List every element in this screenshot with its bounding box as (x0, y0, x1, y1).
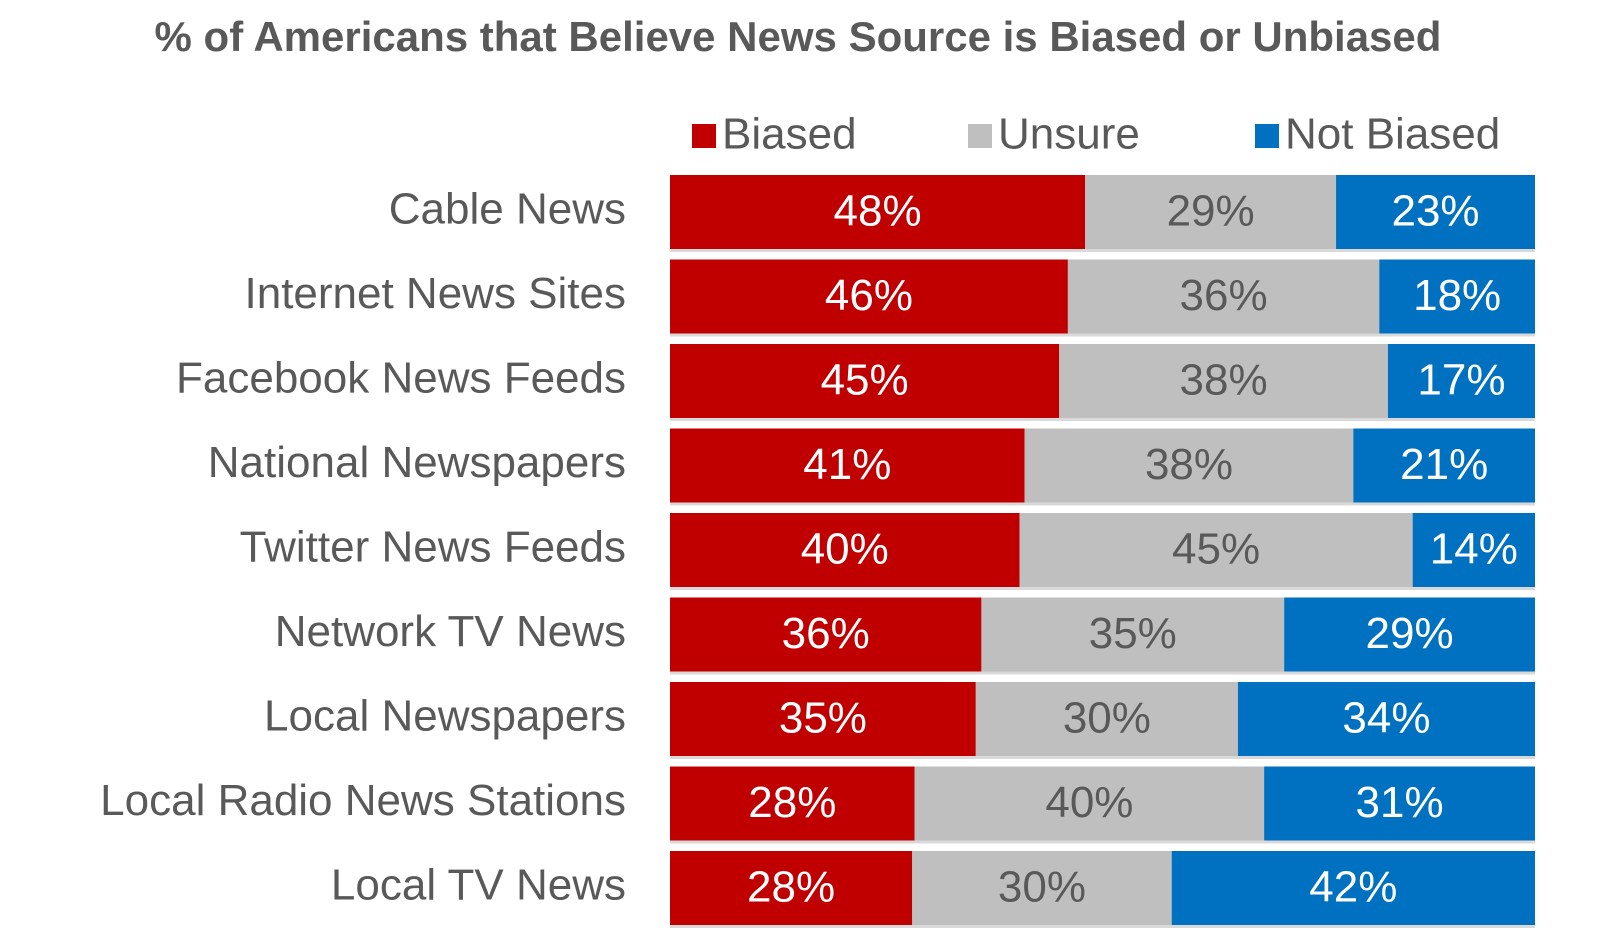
y-tick-label: National Newspapers (208, 438, 626, 487)
bar-segment (670, 597, 982, 672)
bar-segment (670, 682, 976, 756)
bar-segment (1264, 766, 1535, 841)
legend-label: Unsure (998, 110, 1140, 159)
bar-segment (975, 682, 1238, 756)
legend-label: Biased (722, 110, 857, 159)
data-label: 30% (998, 863, 1086, 912)
data-label: 14% (1430, 525, 1518, 574)
data-label: 36% (782, 609, 870, 658)
y-tick-label: Local TV News (331, 861, 626, 910)
data-label: 45% (821, 356, 909, 405)
bar-segment (1336, 175, 1535, 249)
data-label: 17% (1417, 356, 1505, 405)
data-label: 38% (1145, 440, 1233, 489)
bar-segment (1067, 259, 1380, 334)
bar-segment (670, 513, 1020, 587)
data-label: 45% (1172, 525, 1260, 574)
data-label: 30% (1063, 694, 1151, 743)
data-label: 46% (825, 271, 913, 320)
data-label: 29% (1366, 609, 1454, 658)
legend-label: Not Biased (1285, 110, 1500, 159)
bar-segment (1284, 597, 1535, 672)
bar-segment (670, 259, 1068, 334)
bar-segment (670, 344, 1060, 418)
bar-segment (1019, 513, 1413, 587)
data-label: 21% (1400, 440, 1488, 489)
data-label: 35% (779, 694, 867, 743)
y-tick-label: Cable News (389, 185, 626, 234)
data-label: 35% (1089, 609, 1177, 658)
bar-segment (1412, 513, 1535, 587)
bar-segment (1171, 851, 1535, 925)
y-tick-label: Local Newspapers (264, 692, 626, 741)
bar-segment (1024, 428, 1354, 503)
bar-segment (1387, 344, 1535, 418)
data-label: 42% (1309, 863, 1397, 912)
data-label: 38% (1180, 356, 1268, 405)
chart-title: % of Americans that Believe News Source … (155, 13, 1442, 60)
y-tick-label: Local Radio News Stations (100, 776, 626, 825)
legend-swatch (968, 124, 992, 148)
data-label: 28% (748, 778, 836, 827)
data-label: 36% (1180, 271, 1268, 320)
data-label: 41% (803, 440, 891, 489)
y-tick-label: Twitter News Feeds (240, 523, 626, 572)
legend-swatch (692, 124, 716, 148)
y-tick-label: Network TV News (275, 607, 626, 656)
bar-segment (1379, 259, 1535, 334)
bar-segment (912, 851, 1172, 925)
data-label: 18% (1413, 271, 1501, 320)
data-label: 40% (1045, 778, 1133, 827)
bar-segment (1353, 428, 1535, 503)
bar-segment (1237, 682, 1535, 756)
bar-segment (670, 428, 1025, 503)
bar-segment (1085, 175, 1337, 249)
data-label: 28% (747, 863, 835, 912)
bar-segment (981, 597, 1285, 672)
bar-segment (670, 175, 1086, 249)
bar-segment (914, 766, 1265, 841)
bar-segment (670, 851, 913, 925)
bar-segment (1059, 344, 1388, 418)
y-tick-label: Facebook News Feeds (176, 354, 626, 403)
data-label: 31% (1356, 778, 1444, 827)
y-tick-label: Internet News Sites (245, 269, 627, 318)
data-label: 48% (834, 187, 922, 236)
legend-swatch (1255, 124, 1279, 148)
bar-segment (670, 766, 915, 841)
data-label: 29% (1167, 187, 1255, 236)
data-label: 40% (801, 525, 889, 574)
data-label: 23% (1391, 187, 1479, 236)
data-label: 34% (1342, 694, 1430, 743)
